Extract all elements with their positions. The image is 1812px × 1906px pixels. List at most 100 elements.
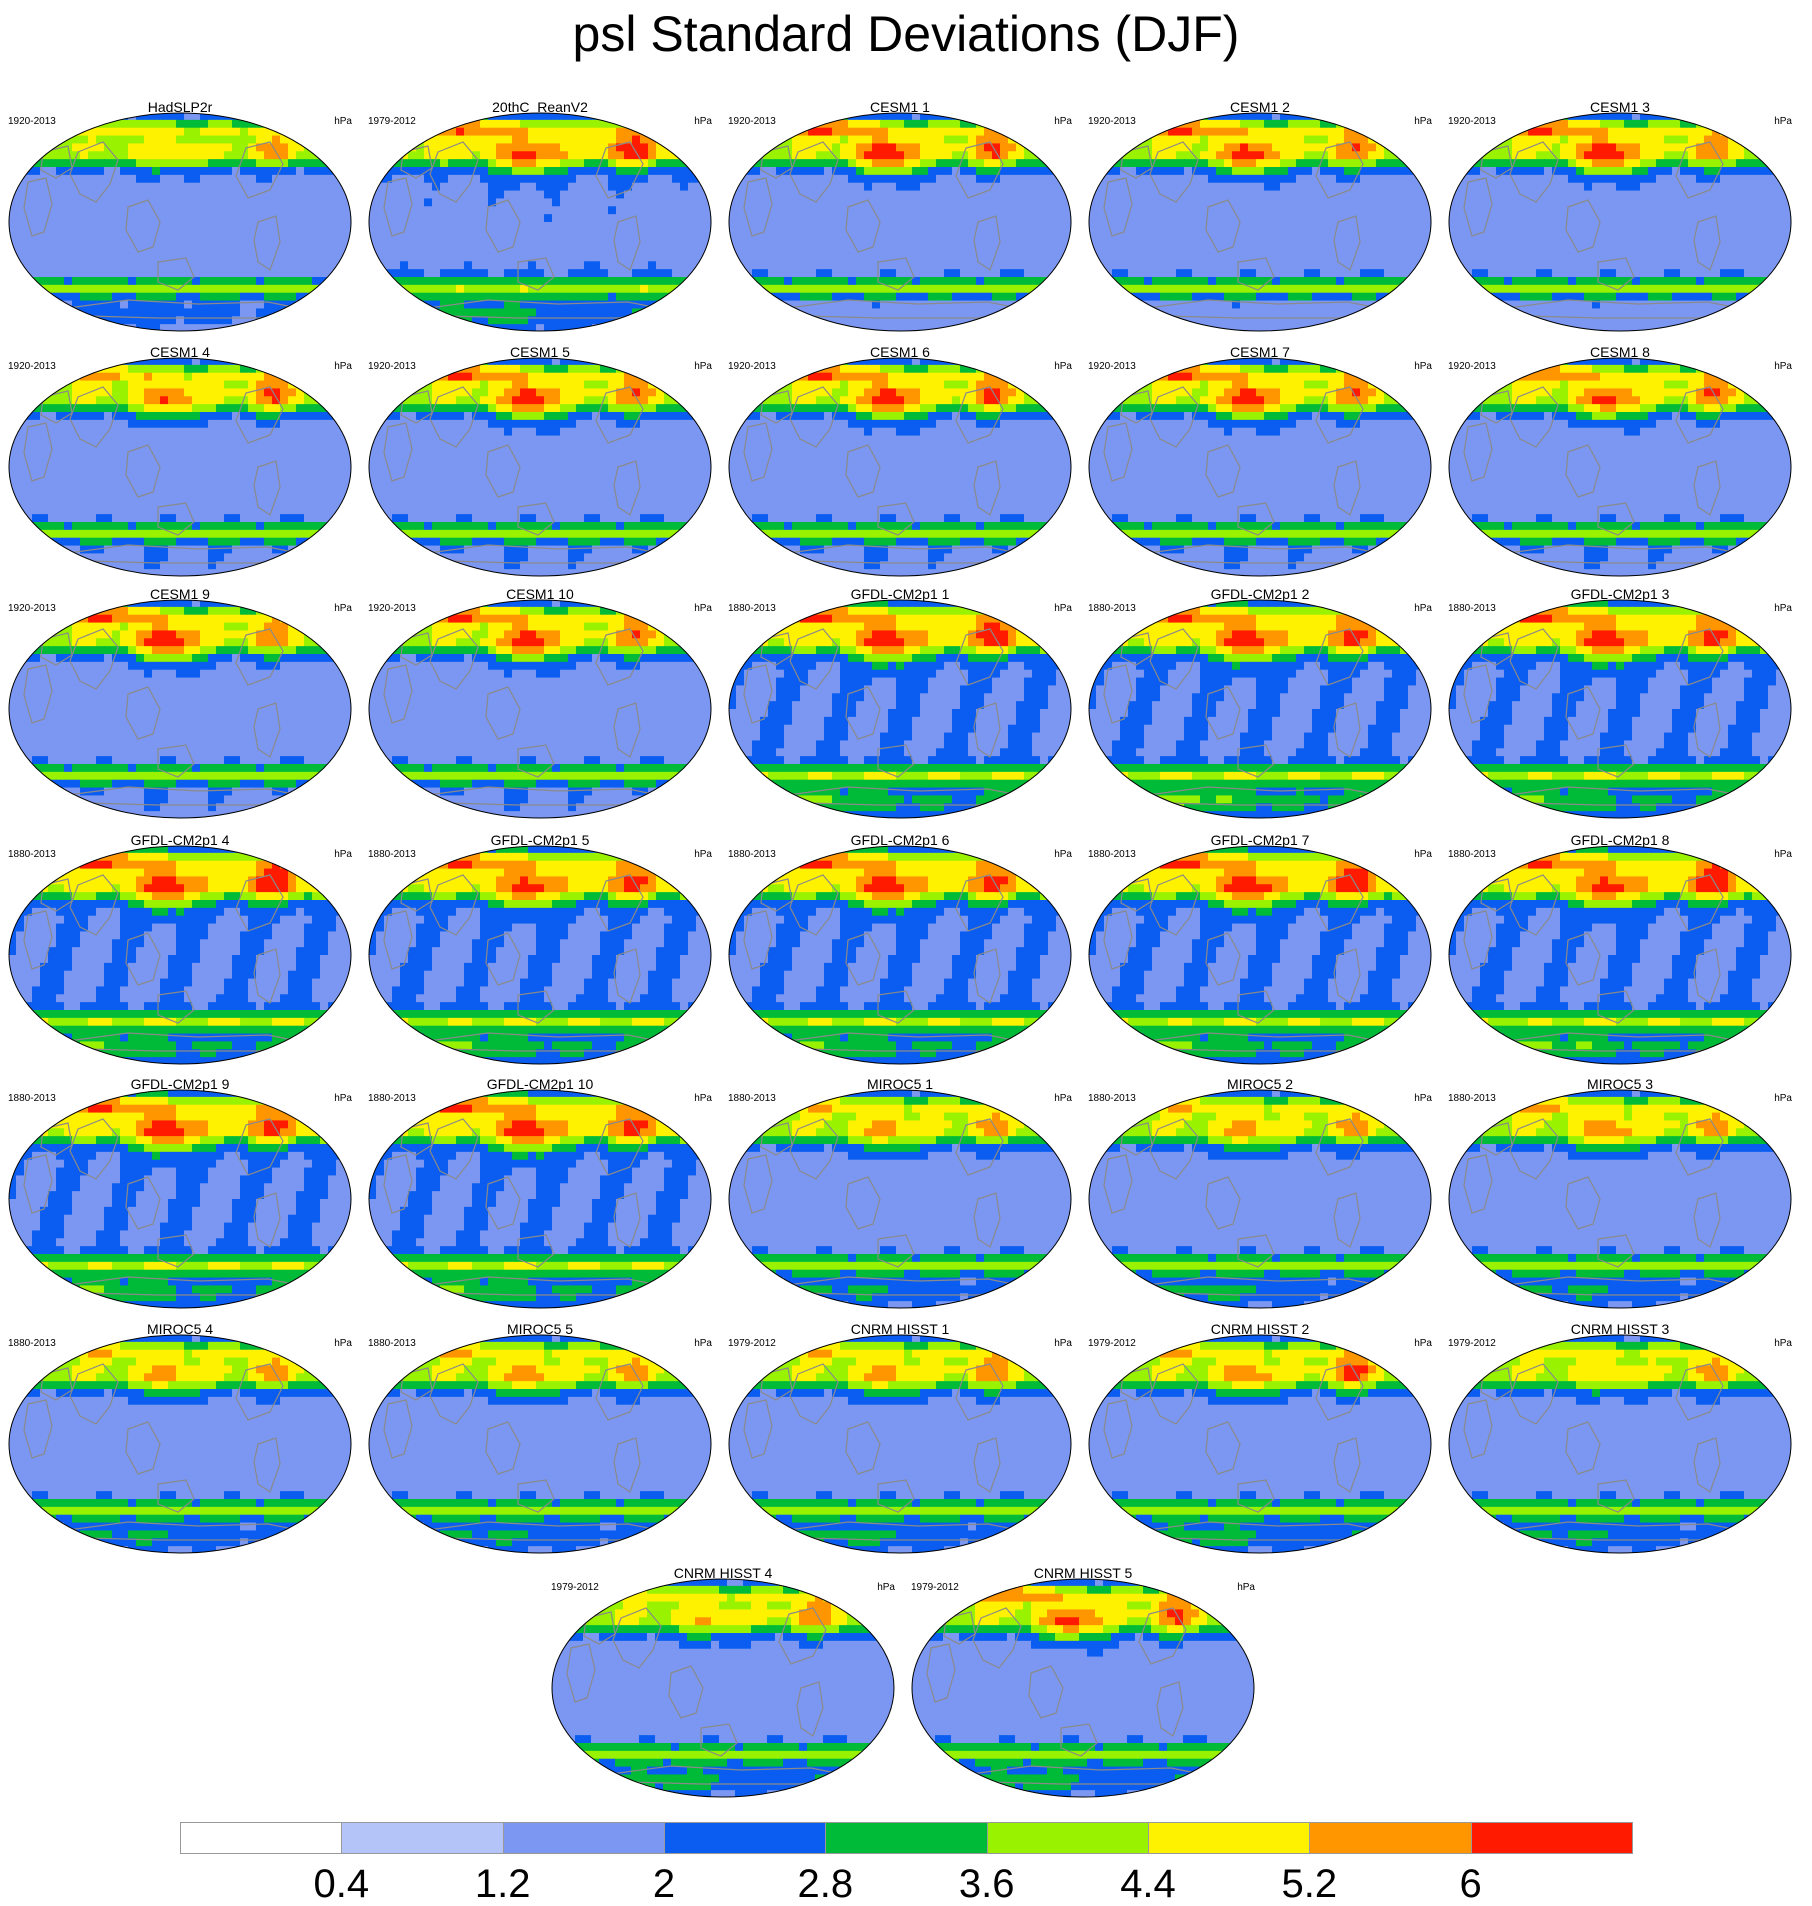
contour-cell <box>1416 182 1425 192</box>
contour-cell <box>312 229 321 239</box>
contour-cell <box>400 127 409 137</box>
contour-cell <box>136 135 145 145</box>
contour-cell <box>1032 198 1041 207</box>
contour-cell <box>464 245 473 255</box>
contour-cell <box>1128 308 1137 317</box>
contour-cell <box>112 222 121 231</box>
contour-cell <box>912 182 921 192</box>
contour-cell <box>1064 182 1071 192</box>
contour-cell <box>1256 190 1265 200</box>
contour-cell <box>1664 119 1673 129</box>
contour-cell <box>640 214 649 223</box>
contour-cell <box>616 222 625 231</box>
contour-cell <box>216 308 225 317</box>
contour-cell <box>832 222 841 231</box>
contour-cell <box>1112 198 1121 207</box>
contour-cell <box>544 198 553 207</box>
contour-cell <box>656 143 665 152</box>
contour-cell <box>960 167 969 176</box>
contour-cell <box>1128 182 1137 192</box>
contour-cell <box>1344 324 1353 331</box>
contour-cell <box>312 261 321 270</box>
contour-cell <box>664 308 673 317</box>
contour-cell <box>408 127 417 137</box>
contour-cell <box>784 182 793 192</box>
contour-cell <box>1344 127 1353 137</box>
contour-cell <box>112 292 121 302</box>
contour-cell <box>1160 190 1169 200</box>
contour-cell <box>1264 245 1273 255</box>
contour-cell <box>992 245 1001 255</box>
contour-cell <box>912 284 921 294</box>
contour-cell <box>16 253 25 262</box>
contour-cell <box>320 324 329 331</box>
contour-cell <box>1320 143 1329 152</box>
contour-cell <box>608 229 617 239</box>
contour-cell <box>152 324 161 331</box>
contour-cell <box>920 237 929 247</box>
contour-cell <box>1416 190 1425 200</box>
contour-cell <box>424 245 433 255</box>
contour-cell <box>600 277 609 286</box>
contour-cell <box>1089 237 1097 247</box>
contour-cell <box>1344 182 1353 192</box>
contour-cell <box>448 222 457 231</box>
contour-cell <box>936 316 945 325</box>
contour-cell <box>776 222 785 231</box>
contour-cell <box>968 113 977 121</box>
contour-cell <box>1144 198 1153 207</box>
panel-unit: hPa <box>694 115 712 129</box>
contour-cell <box>1416 159 1425 168</box>
contour-cell <box>224 269 233 278</box>
contour-cell <box>1248 261 1257 270</box>
panel-period: 1920-2013 <box>1088 115 1136 129</box>
contour-cell <box>224 300 233 310</box>
panel-unit: hPa <box>1774 115 1792 129</box>
contour-cell <box>168 143 177 152</box>
contour-cell <box>856 300 865 310</box>
contour-cell <box>512 284 521 294</box>
contour-cell <box>472 206 481 215</box>
contour-cell <box>336 300 345 310</box>
contour-cell <box>912 245 921 255</box>
contour-cell <box>1544 127 1553 137</box>
contour-cell <box>592 198 601 207</box>
contour-cell <box>664 222 673 231</box>
contour-cell <box>384 277 393 286</box>
contour-cell <box>1032 159 1041 168</box>
contour-cell <box>672 159 681 168</box>
contour-cell <box>1008 269 1017 278</box>
contour-cell <box>704 277 711 286</box>
contour-cell <box>744 308 753 317</box>
contour-cell <box>1104 237 1113 247</box>
contour-cell <box>1192 190 1201 200</box>
contour-cell <box>1392 190 1401 200</box>
contour-cell <box>104 174 113 184</box>
contour-cell <box>664 229 673 239</box>
contour-cell <box>688 206 697 215</box>
contour-cell <box>9 159 17 168</box>
contour-cell <box>520 182 529 192</box>
contour-cell <box>1000 174 1009 184</box>
contour-cell <box>1424 174 1431 184</box>
contour-cell <box>1008 324 1017 331</box>
contour-cell <box>1288 324 1297 331</box>
contour-cell <box>1272 127 1281 137</box>
contour-cell <box>232 167 241 176</box>
contour-cell <box>632 284 641 294</box>
contour-cell <box>1104 229 1113 239</box>
contour-cell <box>672 284 681 294</box>
contour-cell <box>992 182 1001 192</box>
contour-cell <box>856 151 865 160</box>
contour-cell <box>480 135 489 145</box>
contour-cell <box>560 253 569 262</box>
contour-cell <box>384 253 393 262</box>
contour-cell <box>832 292 841 302</box>
contour-cell <box>369 113 377 121</box>
contour-cell <box>192 198 201 207</box>
contour-cell <box>496 261 505 270</box>
contour-cell <box>544 237 553 247</box>
contour-cell <box>624 143 633 152</box>
contour-cell <box>16 222 25 231</box>
contour-cell <box>264 167 273 176</box>
